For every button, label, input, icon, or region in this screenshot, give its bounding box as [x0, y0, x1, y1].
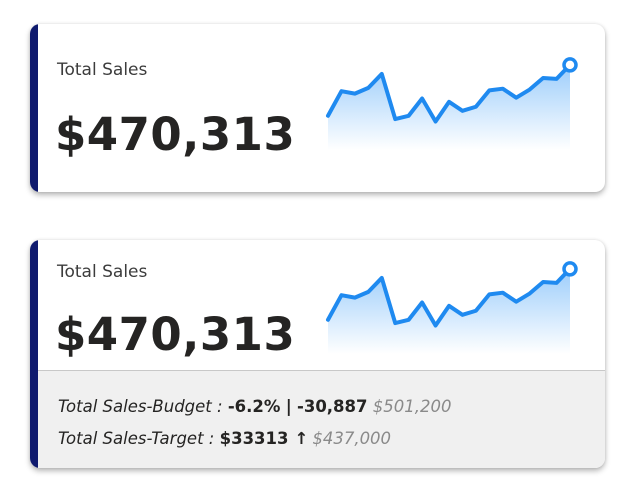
sparkline-chart: [326, 261, 578, 354]
card-title: Total Sales: [57, 60, 148, 80]
target-label: Total Sales-Target :: [58, 429, 215, 448]
budget-difference: -30,887: [296, 397, 368, 416]
budget-label: Total Sales-Budget :: [58, 397, 223, 416]
budget-separator: |: [285, 397, 292, 416]
card-accent-bar: [30, 240, 38, 468]
budget-row: Total Sales-Budget : -6.2% | -30,887 $50…: [58, 397, 452, 416]
card-accent-bar: [30, 24, 38, 192]
card-title: Total Sales: [57, 262, 148, 282]
card-value: $470,313: [55, 108, 296, 161]
target-row: Total Sales-Target : $33313 ↑ $437,000: [58, 429, 391, 448]
total-sales-card-with-footer: Total Sales $470,313 Total Sales-Budget …: [30, 240, 605, 468]
sparkline-area: [328, 64, 570, 150]
target-value: $437,000: [312, 429, 392, 448]
sparkline-last-point: [562, 57, 578, 73]
sparkline-chart: [326, 57, 578, 150]
sparkline-line: [326, 62, 572, 124]
sparkline-area: [328, 268, 570, 354]
sparkline-last-point: [562, 261, 578, 277]
arrow-up-icon: ↑: [294, 429, 309, 448]
total-sales-card: Total Sales $470,313: [30, 24, 605, 192]
card-value: $470,313: [55, 308, 296, 361]
budget-value: $501,200: [372, 397, 452, 416]
target-difference: $33313: [219, 429, 289, 448]
budget-percent: -6.2%: [227, 397, 281, 416]
sparkline-line: [326, 266, 572, 328]
card-footer: Total Sales-Budget : -6.2% | -30,887 $50…: [38, 370, 605, 468]
